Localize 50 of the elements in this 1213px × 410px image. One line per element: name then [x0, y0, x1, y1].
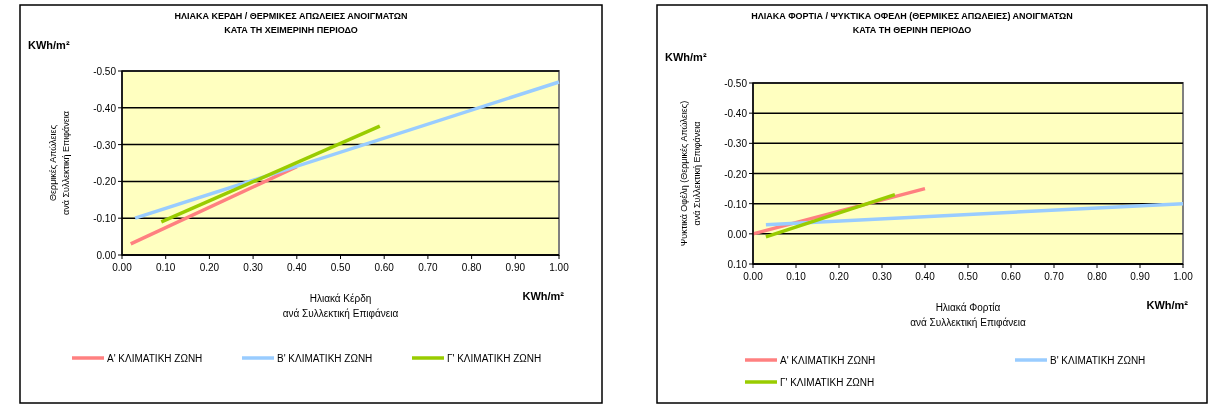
x-tick-label: 0.90	[505, 262, 526, 273]
y-tick-label: -0.50	[724, 78, 748, 89]
y-tick-label: -0.20	[93, 176, 117, 188]
x-tick-label: 1.00	[1173, 271, 1194, 282]
y-tick-label: -0.50	[93, 66, 117, 77]
chart-title: ΗΛΙΑΚΑ ΦΟΡΤΙΑ / ΨΥΚΤΙΚΑ ΟΦΕΛΗ (ΘΕΡΜΙΚΕΣ ΑΠΩΛΕΙΕΣ) ΑΝΟΙΓΜΑΤΩΝ ΚΑΤΑ ΤΗ ΘΕΡΙΝΗ ΠΕΡΙΟΔΟ	[751, 11, 1073, 35]
x-tick-label: 0.90	[1130, 271, 1151, 282]
x-tick-label: 1.00	[549, 262, 570, 273]
legend-label: Β' ΚΛΙΜΑΤΙΚΗ ΖΩΝΗ	[1050, 355, 1146, 366]
x-tick-label: 0.60	[1001, 271, 1022, 282]
x-tick-label: 0.80	[461, 262, 482, 273]
text: KWh/m²	[28, 39, 70, 51]
x-tick-label: 0.40	[915, 271, 936, 282]
y-tick-label: -0.10	[93, 213, 117, 225]
x-tick-label: 0.70	[418, 262, 439, 273]
x-tick-label: 0.80	[1087, 271, 1108, 282]
legend-label: Α' ΚΛΙΜΑΤΙΚΗ ΖΩΝΗ	[780, 355, 876, 366]
legend-label: Β' ΚΛΙΜΑΤΙΚΗ ΖΩΝΗ	[277, 353, 373, 364]
text: KWh/m²	[665, 51, 707, 63]
x-tick-label: 0.40	[287, 262, 307, 273]
x-tick-label: 0.50	[958, 271, 979, 282]
y-tick-label: -0.30	[724, 138, 748, 150]
x-tick-label: 0.00	[743, 271, 764, 282]
x-tick-label: 0.70	[1044, 271, 1065, 282]
x-tick-label: 0.50	[330, 262, 351, 273]
y-tick-label: 0.00	[96, 250, 117, 261]
legend-label: Γ' ΚΛΙΜΑΤΙΚΗ ΖΩΝΗ	[447, 353, 542, 364]
text: KWh/m²	[1146, 299, 1189, 311]
x-tick-label: 0.10	[155, 262, 176, 273]
legend-label: Α' ΚΛΙΜΑΤΙΚΗ ΖΩΝΗ	[107, 353, 203, 364]
legend-label: Γ' ΚΛΙΜΑΤΙΚΗ ΖΩΝΗ	[780, 377, 875, 388]
text: KWh/m²	[522, 290, 565, 302]
x-tick-label: 0.20	[829, 271, 850, 282]
x-axis-title: Ηλιακά Φορτία ανά Συλλεκτική Επιφάνεια	[910, 302, 1026, 328]
x-tick-label: 0.10	[786, 271, 807, 282]
y-tick-label: -0.40	[93, 102, 117, 114]
x-tick-label: 0.20	[199, 262, 220, 273]
y-tick-label: 0.00	[727, 228, 748, 240]
y-tick-label: -0.40	[724, 108, 748, 120]
x-tick-label: 0.60	[374, 262, 395, 273]
x-tick-label: 0.30	[243, 262, 264, 273]
x-axis-title: Ηλιακά Κέρδη ανά Συλλεκτική Επιφάνεια	[282, 293, 399, 319]
y-tick-label: -0.30	[93, 139, 117, 151]
y-tick-label: -0.10	[724, 198, 748, 210]
y-tick-label: -0.20	[724, 168, 748, 180]
x-tick-label: 0.00	[112, 262, 133, 273]
x-tick-label: 0.30	[872, 271, 893, 282]
chart-title: ΗΛΙΑΚΑ ΚΕΡΔΗ / ΘΕΡΜΙΚΕΣ ΑΠΩΛΕΙΕΣ ΑΝΟΙΓΜΑΤΩΝ ΚΑΤΑ ΤΗ ΧΕΙΜΕΡΙΝΗ ΠΕΡΙΟΔΟ	[174, 11, 408, 35]
y-axis-title: Θερμικές Απώλειες ανά Συλλεκτική Επιφάνεια	[48, 111, 71, 215]
y-axis-title: Ψυκτικά Οφέλη (Θερμικές Απώλειες) ανά Συλλεκτική Επιφάνεια	[679, 100, 702, 247]
